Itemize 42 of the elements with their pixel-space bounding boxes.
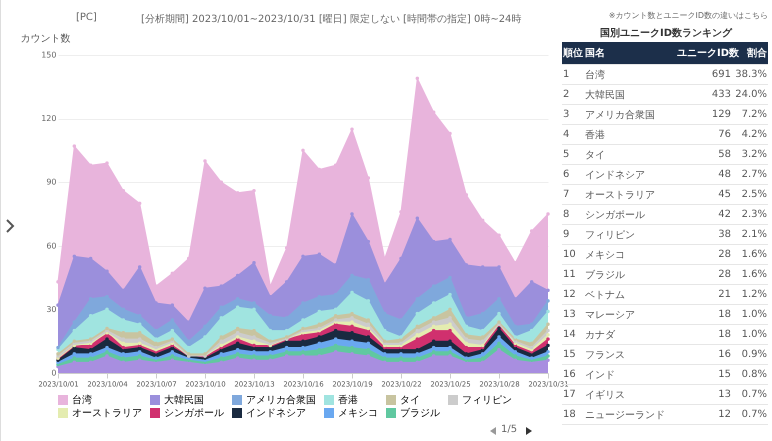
y-tick-label: 150 [41,50,56,60]
text: 12 ベトナム 21 1.2% [563,289,767,300]
text: 16 インド 15 0.8% [563,369,767,380]
text: 17 イギリス 13 0.7% [563,389,767,400]
text: 5 タイ 58 3.2% [563,149,767,160]
y-tick-label: 60 [46,241,56,250]
text: 13 マレーシア 18 1.0% [563,309,767,320]
legend-label: ブラジル [400,407,440,419]
legend-label: 大韓民国 [164,394,204,406]
text: 18 ニュージーランド 12 0.7% [563,409,767,420]
legend-label: インドネシア [246,408,306,419]
legend-label: オーストラリア [72,408,142,419]
y-tick-label: 90 [46,178,56,187]
text: 4 香港 76 4.2% [563,129,767,140]
legend-label: フィリピン [462,395,512,406]
text: 11 ブラジル 28 1.6% [563,269,767,280]
text: 9 フィリピン 38 2.1% [563,229,767,240]
y-tick-label: 0 [51,368,56,378]
text: 7 オーストラリア 45 2.5% [563,189,767,200]
legend-label: シンガポール [164,408,224,419]
text: 3 アメリカ合衆国 129 7.2% [563,109,767,120]
legend-label: 台湾 [72,394,92,406]
text: 1 台湾 691 38.3% [563,69,767,80]
text: 6 インドネシア 48 2.7% [563,169,767,180]
text: 8 シンガポール 42 2.3% [563,209,767,220]
y-tick-label: 30 [46,304,56,314]
text: 国別ユニークID数ランキング [598,26,734,40]
text: 1/5 [501,424,518,435]
text: 14 カナダ 18 1.0% [563,329,767,340]
y-tick-label: 120 [41,114,56,124]
text: 2 大韓民国 433 24.0% [563,89,767,100]
text: ※カウント数とユニークID数の違いはこちら [608,10,768,21]
legend-label: アメリカ合衆国 [246,394,316,406]
text: 10 メキシコ 28 1.6% [563,249,767,260]
legend-label: 香港 [338,394,358,406]
text: [PC] [76,12,97,23]
text: [分析期間] 2023/10/01~2023/10/31 [曜日] 限定しない [時間帯の指定] 0時~24時 [141,12,522,26]
y-axis-title: カウント数 [20,34,70,44]
legend-label: メキシコ [338,408,378,419]
text: 順位 国名 ユニークID数 割合 [563,48,767,59]
text: 15 フランス 16 0.9% [563,349,767,360]
legend-label: タイ [400,395,420,406]
